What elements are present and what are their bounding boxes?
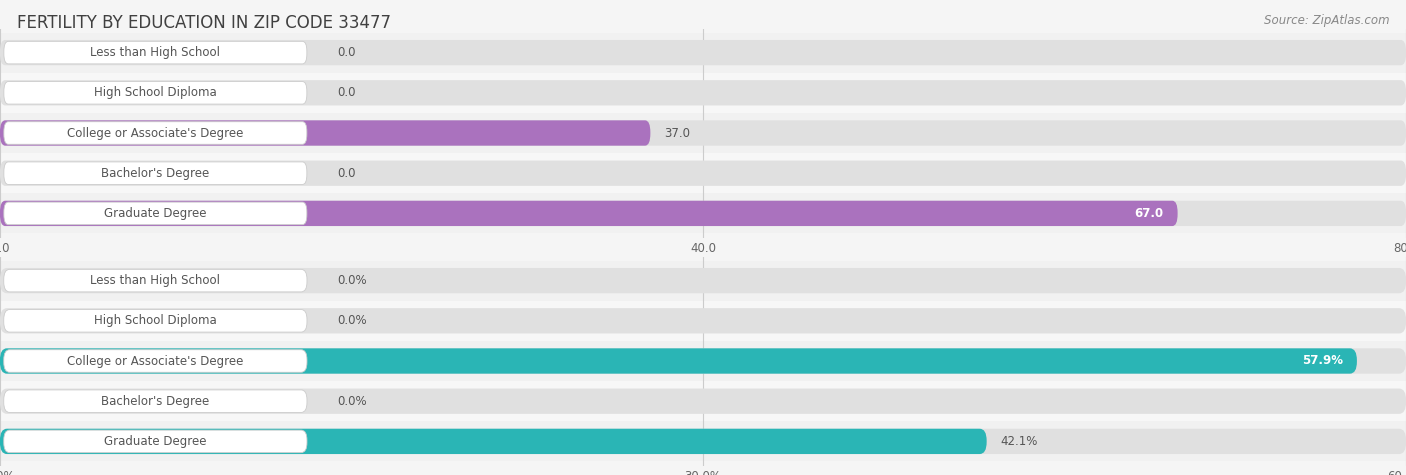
FancyBboxPatch shape [0, 201, 1406, 226]
FancyBboxPatch shape [4, 202, 307, 225]
FancyBboxPatch shape [0, 389, 1406, 414]
FancyBboxPatch shape [4, 269, 307, 292]
Bar [0, 301, 1406, 341]
Text: 0.0: 0.0 [337, 86, 356, 99]
FancyBboxPatch shape [4, 310, 307, 332]
Bar [0, 341, 1406, 381]
FancyBboxPatch shape [0, 40, 1406, 65]
Text: 67.0: 67.0 [1135, 207, 1164, 220]
Text: Bachelor's Degree: Bachelor's Degree [101, 167, 209, 180]
Text: 37.0: 37.0 [664, 126, 690, 140]
Bar [0, 421, 1406, 462]
Text: 42.1%: 42.1% [1001, 435, 1038, 448]
Bar [0, 193, 1406, 234]
FancyBboxPatch shape [0, 120, 1406, 146]
FancyBboxPatch shape [0, 161, 1406, 186]
Text: College or Associate's Degree: College or Associate's Degree [67, 354, 243, 368]
Text: 0.0%: 0.0% [337, 395, 367, 408]
Bar [0, 113, 1406, 153]
Text: High School Diploma: High School Diploma [94, 86, 217, 99]
Text: 0.0: 0.0 [337, 167, 356, 180]
FancyBboxPatch shape [0, 268, 1406, 293]
Text: Less than High School: Less than High School [90, 274, 221, 287]
Text: Bachelor's Degree: Bachelor's Degree [101, 395, 209, 408]
FancyBboxPatch shape [0, 120, 651, 146]
FancyBboxPatch shape [0, 348, 1406, 374]
Bar [0, 260, 1406, 301]
FancyBboxPatch shape [0, 429, 1406, 454]
Text: Graduate Degree: Graduate Degree [104, 435, 207, 448]
Bar [0, 153, 1406, 193]
FancyBboxPatch shape [0, 429, 987, 454]
FancyBboxPatch shape [0, 308, 1406, 333]
FancyBboxPatch shape [4, 41, 307, 64]
Text: College or Associate's Degree: College or Associate's Degree [67, 126, 243, 140]
Text: 0.0%: 0.0% [337, 314, 367, 327]
FancyBboxPatch shape [0, 80, 1406, 105]
Bar [0, 32, 1406, 73]
Text: Graduate Degree: Graduate Degree [104, 207, 207, 220]
FancyBboxPatch shape [4, 162, 307, 184]
Bar [0, 73, 1406, 113]
FancyBboxPatch shape [4, 430, 307, 453]
Text: High School Diploma: High School Diploma [94, 314, 217, 327]
FancyBboxPatch shape [4, 350, 307, 372]
FancyBboxPatch shape [0, 201, 1178, 226]
FancyBboxPatch shape [4, 390, 307, 412]
FancyBboxPatch shape [4, 122, 307, 144]
Text: Source: ZipAtlas.com: Source: ZipAtlas.com [1264, 14, 1389, 27]
Text: 0.0: 0.0 [337, 46, 356, 59]
Text: 0.0%: 0.0% [337, 274, 367, 287]
Text: Less than High School: Less than High School [90, 46, 221, 59]
FancyBboxPatch shape [4, 82, 307, 104]
FancyBboxPatch shape [0, 348, 1357, 374]
Text: 57.9%: 57.9% [1302, 354, 1343, 368]
Text: FERTILITY BY EDUCATION IN ZIP CODE 33477: FERTILITY BY EDUCATION IN ZIP CODE 33477 [17, 14, 391, 32]
Bar [0, 381, 1406, 421]
